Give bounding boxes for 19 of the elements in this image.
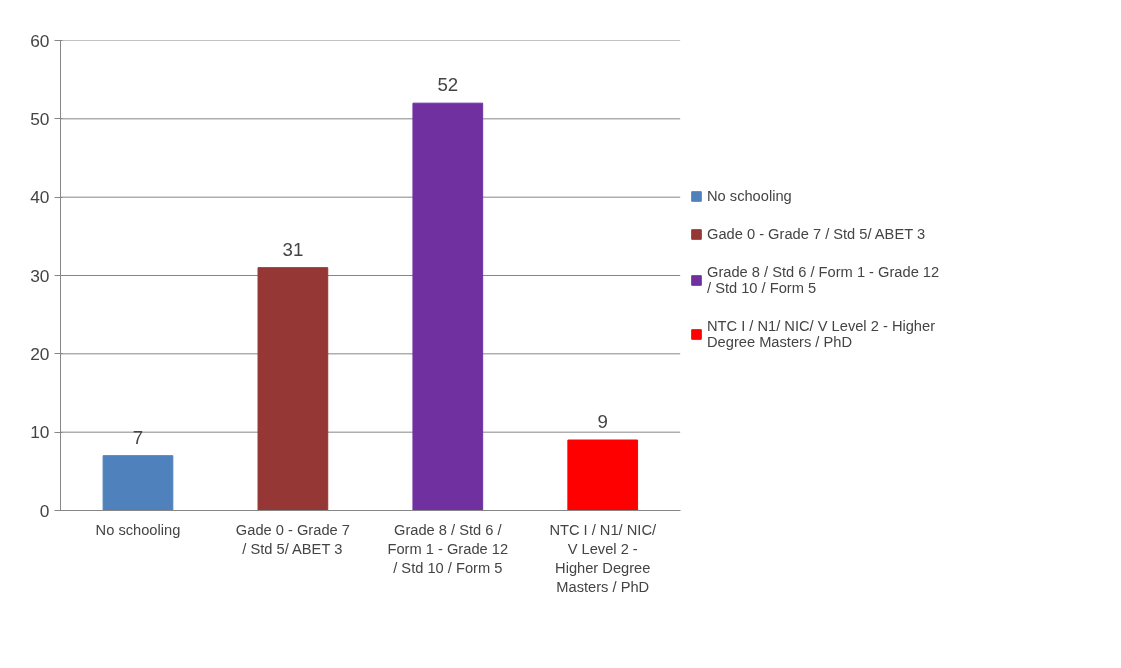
y-tick-label: 10 [30, 422, 50, 443]
legend-label: Gade 0 - Grade 7 / Std 5/ ABET 3 [707, 226, 926, 242]
y-tick-label: 0 [39, 500, 50, 521]
x-tick-label: No schooling [95, 521, 181, 538]
y-tick-label: 20 [30, 343, 50, 364]
legend-label: Grade 8 / Std 6 / Form 1 - Grade 12 / Std 10 / Form 5 [707, 264, 940, 296]
data-label: 9 [597, 411, 608, 432]
legend-label: No schooling [707, 188, 792, 204]
y-tick-label: 50 [30, 108, 50, 129]
data-label: 31 [282, 238, 304, 260]
legend-label: NTC I / N1/ NIC/ V Level 2 - Higher Degree Masters / PhD [707, 318, 936, 350]
x-tick-label: Grade 8 / Std 6 / Form 1 - Grade 12 / Std 10 / Form 5 [387, 521, 509, 576]
data-label: 52 [437, 74, 459, 96]
x-tick-label: NTC I / N1/ NIC/ V Level 2 - Higher Degree Masters / PhD [549, 521, 657, 596]
y-tick-label: 30 [30, 265, 50, 286]
x-tick-label: Gade 0 - Grade 7 / Std 5/ ABET 3 [235, 521, 350, 557]
data-label: 7 [132, 426, 144, 448]
y-tick-label: 40 [30, 187, 50, 208]
y-tick-label: 60 [30, 30, 50, 51]
